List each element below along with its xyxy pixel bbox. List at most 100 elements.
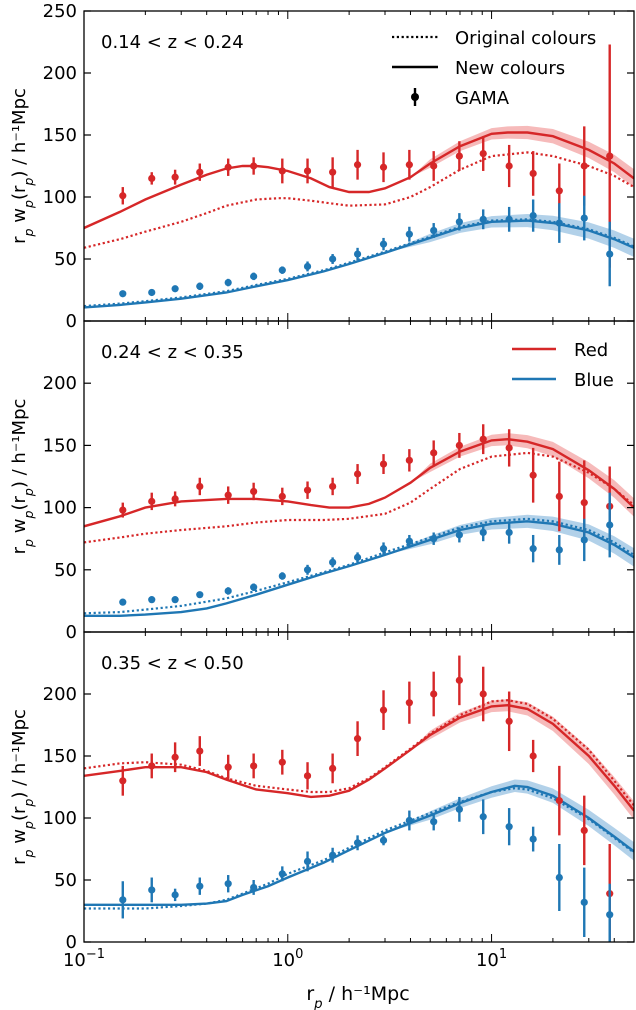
blue-gama-point bbox=[580, 898, 588, 906]
legend-original-colours: Original colours bbox=[455, 28, 596, 49]
blue-uncertainty-band bbox=[84, 514, 634, 616]
red-gama-point bbox=[505, 717, 513, 725]
red-gama-point bbox=[148, 497, 156, 505]
red-gama-point bbox=[353, 470, 362, 478]
axes-frame bbox=[83, 631, 635, 943]
red-gama-point bbox=[353, 735, 362, 743]
red-gama-point bbox=[303, 486, 312, 494]
red-gama-point bbox=[505, 162, 513, 170]
blue-gama-point bbox=[148, 596, 156, 604]
blue-gama-point bbox=[529, 212, 537, 220]
y-tick-label: 150 bbox=[43, 125, 77, 146]
red-gama-point bbox=[250, 162, 258, 170]
plot-area bbox=[84, 424, 634, 617]
legend-new-colours: New colours bbox=[455, 58, 565, 79]
blue-gama-point bbox=[329, 851, 337, 859]
red-gama-point bbox=[580, 826, 588, 835]
red-gama-point bbox=[606, 152, 614, 160]
red-new-colours-line bbox=[84, 437, 634, 528]
blue-gama-point bbox=[479, 528, 487, 537]
panel-2: 0 50 100 150 200 rp wp(rp) / h⁻¹Mpc 0.24 < z <… bbox=[9, 320, 635, 643]
red-gama-point bbox=[119, 506, 127, 514]
red-gama-point bbox=[196, 482, 204, 491]
blue-gama-point bbox=[505, 215, 513, 223]
blue-gama-point bbox=[148, 288, 156, 297]
blue-gama-point bbox=[455, 531, 463, 539]
blue-gama-point bbox=[196, 282, 204, 290]
red-gama-point bbox=[196, 168, 204, 176]
blue-gama-point bbox=[171, 891, 179, 899]
blue-gama-point bbox=[303, 566, 312, 574]
red-gama-point bbox=[379, 163, 388, 171]
blue-gama-point bbox=[148, 886, 156, 894]
x-tick-label: 10−1 bbox=[63, 947, 105, 971]
y-tick-label: 0 bbox=[66, 932, 77, 953]
blue-gama-point bbox=[250, 883, 258, 892]
blue-gama-point bbox=[430, 226, 438, 235]
y-tick-label: 50 bbox=[54, 870, 77, 891]
y-axis-label: rp wp(rp) / h⁻¹Mpc bbox=[9, 399, 36, 555]
blue-new-colours-line bbox=[84, 520, 634, 617]
blue-gama-point bbox=[250, 583, 258, 591]
blue-gama-point bbox=[455, 218, 463, 226]
y-tick-label: 50 bbox=[54, 560, 77, 581]
blue-gama-point bbox=[224, 880, 232, 888]
red-gama-point bbox=[250, 762, 258, 770]
red-gama-point bbox=[430, 690, 438, 698]
red-gama-point bbox=[479, 150, 487, 158]
redshift-range-label: 0.35 < z < 0.50 bbox=[101, 653, 244, 674]
red-gama-point bbox=[224, 763, 232, 771]
red-gama-point bbox=[119, 777, 127, 785]
y-tick-label: 250 bbox=[43, 1, 77, 22]
blue-uncertainty-band bbox=[84, 214, 634, 308]
red-uncertainty-band bbox=[84, 433, 634, 527]
red-gama-point bbox=[278, 758, 286, 766]
red-gama-point bbox=[353, 161, 362, 169]
red-gama-point bbox=[430, 449, 438, 457]
red-gama-point bbox=[224, 491, 232, 499]
panel-3: 0 50 100 150 200 10−1 100 101 rp wp(rp) / h⁻¹Mpc… bbox=[9, 631, 635, 971]
blue-gama-point bbox=[405, 230, 413, 238]
y-tick-label: 0 bbox=[66, 311, 77, 332]
red-gama-point bbox=[555, 492, 563, 501]
legend-red: Red bbox=[574, 340, 608, 361]
blue-gama-point bbox=[171, 285, 179, 293]
blue-gama-point bbox=[353, 839, 362, 847]
blue-original-colours-line bbox=[84, 787, 634, 910]
red-gama-point bbox=[329, 764, 337, 773]
redshift-range-label: 0.24 < z < 0.35 bbox=[101, 342, 244, 363]
red-gama-point bbox=[379, 706, 388, 714]
blue-gama-point bbox=[430, 818, 438, 826]
red-gama-point bbox=[224, 163, 232, 171]
blue-gama-point bbox=[606, 911, 614, 919]
red-new-colours-line bbox=[84, 131, 634, 230]
red-gama-point bbox=[555, 187, 563, 195]
blue-original-colours-line bbox=[84, 517, 634, 615]
blue-gama-point bbox=[405, 537, 413, 545]
red-gama-point bbox=[455, 152, 463, 160]
plot-area bbox=[84, 44, 634, 309]
y-axis-label: rp wp(rp) / h⁻¹Mpc bbox=[9, 88, 36, 244]
red-new-colours-line bbox=[84, 703, 634, 812]
blue-gama-point bbox=[430, 535, 438, 543]
blue-gama-point bbox=[171, 596, 179, 604]
blue-gama-point bbox=[405, 816, 413, 825]
blue-gama-point bbox=[303, 857, 312, 866]
y-tick-label: 100 bbox=[43, 808, 77, 829]
blue-gama-point bbox=[379, 836, 388, 844]
red-gama-point bbox=[171, 495, 179, 503]
red-original-colours-line bbox=[84, 451, 634, 544]
y-tick-label: 100 bbox=[43, 187, 77, 208]
blue-gama-point bbox=[303, 262, 312, 271]
red-gama-point bbox=[303, 772, 312, 780]
blue-gama-point bbox=[119, 598, 127, 606]
red-gama-point bbox=[148, 174, 156, 182]
red-gama-point bbox=[250, 487, 258, 496]
red-gama-point bbox=[529, 169, 537, 178]
blue-gama-point bbox=[353, 250, 362, 258]
red-gama-point bbox=[505, 444, 513, 452]
plot-area bbox=[84, 655, 634, 942]
blue-gama-point bbox=[278, 572, 286, 580]
red-gama-point bbox=[529, 471, 537, 479]
